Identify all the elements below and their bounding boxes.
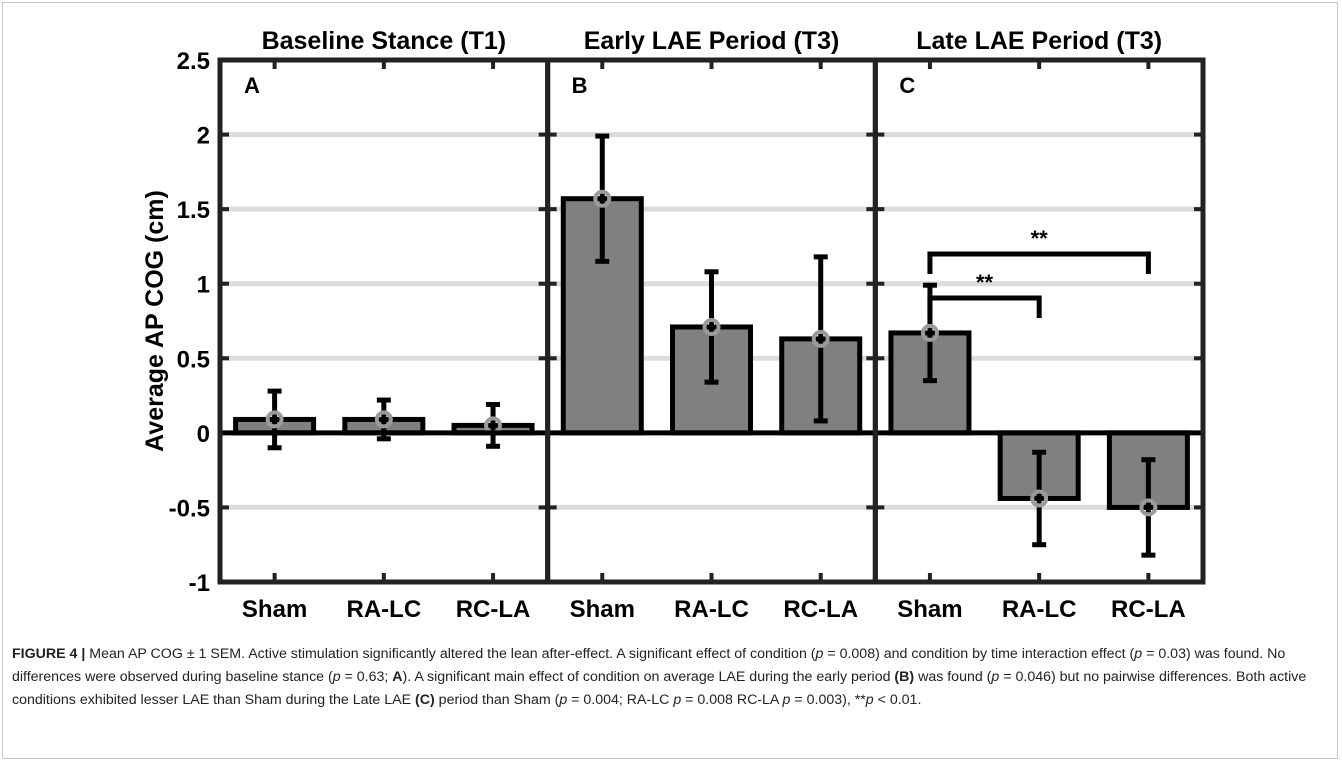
mean-marker	[265, 410, 284, 429]
caption-segment: ). A significant main effect of conditio…	[402, 669, 895, 685]
mean-marker	[702, 317, 721, 336]
caption-segment: Mean AP COG ± 1 SEM. Active stimulation …	[89, 646, 816, 662]
significance-label: **	[1031, 226, 1049, 251]
caption-segment: p	[559, 692, 568, 708]
panel-title: Early LAE Period (T3)	[584, 27, 840, 55]
x-tick-label: RA-LC	[674, 596, 749, 623]
y-tick-label: 1.5	[177, 197, 210, 224]
caption-segment: (C)	[415, 692, 435, 708]
caption-segment: p	[865, 692, 874, 708]
caption-segment: < 0.01.	[873, 692, 922, 708]
significance-label: **	[976, 270, 994, 295]
caption-segment: A	[392, 669, 403, 685]
x-tick-label: RA-LC	[347, 596, 422, 623]
panel-c: Late LAE Period (T3)C ** ** Sham RA-LC RC-LA	[875, 27, 1203, 623]
figure-caption: FIGURE 4 | Mean AP COG ± 1 SEM. Active s…	[12, 643, 1322, 712]
mean-marker	[920, 323, 939, 342]
panel-letter: A	[244, 73, 260, 98]
panel-title: Late LAE Period (T3)	[916, 27, 1162, 55]
caption-segment: p	[673, 692, 682, 708]
caption-segment: period than Sham (	[434, 692, 560, 708]
panel-b: Early LAE Period (T3) B Sham RA-LC RC-LA	[547, 27, 876, 623]
caption-segment: = 0.008 RC-LA	[681, 692, 783, 708]
x-tick-label: RC-LA	[1111, 596, 1186, 623]
x-tick-label: RA-LC	[1002, 596, 1077, 623]
caption-segment: p	[332, 669, 341, 685]
caption-segment: p	[782, 692, 791, 708]
panel-a: Baseline Stance (T1)A Sham RA-LC RC-LA	[220, 27, 548, 623]
x-tick-label: Sham	[897, 596, 962, 623]
caption-segment: FIGURE 4 |	[12, 646, 90, 662]
caption-segment: p	[815, 646, 824, 662]
caption-segment: was found (	[914, 669, 992, 685]
panel-border	[217, 57, 551, 585]
mean-marker	[811, 329, 830, 348]
x-tick-label: RC-LA	[456, 596, 531, 623]
caption-segment: = 0.046) but no pairwise differences. Bo…	[12, 669, 1307, 708]
y-axis-label: Average AP COG (cm)	[141, 190, 169, 452]
caption-segment: = 0.004; RA-LC	[567, 692, 674, 708]
y-tick-label: 1	[197, 272, 210, 299]
panel-letter: C	[899, 73, 915, 98]
significance-bracket	[927, 251, 1151, 274]
caption-segment: p	[1134, 646, 1143, 662]
x-tick-label: RC-LA	[783, 596, 858, 623]
mean-marker	[1030, 489, 1049, 508]
mean-marker	[374, 410, 393, 429]
caption-segment: = 0.63;	[340, 669, 393, 685]
mean-marker	[1139, 498, 1158, 517]
mean-marker	[593, 189, 612, 208]
panel-letter: B	[572, 73, 588, 98]
y-tick-label: 0	[197, 421, 210, 448]
y-tick-label: -0.5	[169, 495, 210, 522]
significance-bracket	[927, 295, 1042, 318]
y-tick-label: -1	[189, 570, 210, 597]
y-tick-label: 0.5	[177, 346, 210, 373]
bar-chart: -1 -0.5 0 0.5 1 1.5 2 2.5 Average AP COG (cm) Bas…	[141, 27, 1206, 623]
caption-segment: p	[991, 669, 1000, 685]
panel-title: Baseline Stance (T1)	[262, 27, 507, 55]
caption-segment: = 0.008) and condition by time interacti…	[823, 646, 1135, 662]
caption-segment: = 0.03) was found. No differences were o…	[12, 646, 1286, 685]
caption-segment: (B)	[894, 669, 915, 685]
y-tick-label: 2.5	[177, 48, 210, 75]
x-tick-label: Sham	[242, 596, 307, 623]
y-tick-label: 2	[197, 123, 210, 150]
panel-border	[872, 57, 1206, 585]
x-tick-label: Sham	[570, 596, 635, 623]
caption-segment: = 0.003), **	[790, 692, 866, 708]
